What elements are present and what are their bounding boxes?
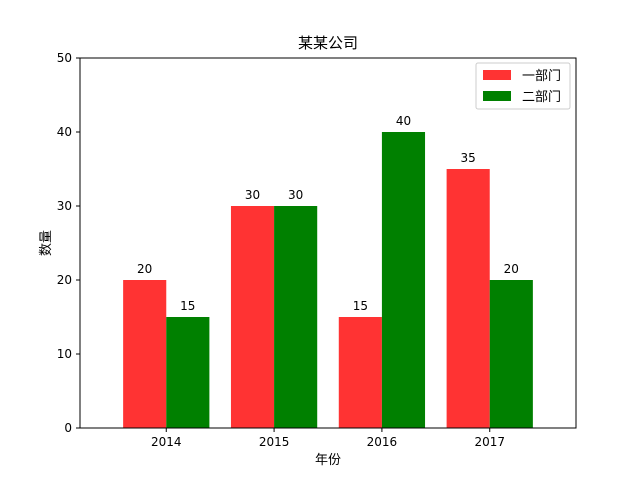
y-axis-label: 数量 bbox=[39, 230, 54, 256]
bar-1-2016 bbox=[338, 317, 382, 428]
legend-label-series-2: 二部门 bbox=[522, 90, 561, 105]
data-label-1-2016: 15 bbox=[353, 299, 368, 313]
y-tick-label: 20 bbox=[57, 273, 72, 287]
legend-label-series-1: 一部门 bbox=[522, 69, 561, 84]
y-tick-label: 0 bbox=[64, 421, 72, 435]
bar-1-2017 bbox=[446, 169, 490, 428]
data-label-2-2014: 15 bbox=[180, 299, 195, 313]
x-axis: 2014 2015 2016 2017 bbox=[151, 428, 505, 449]
x-tick-label: 2017 bbox=[474, 435, 505, 449]
legend-swatch-series-1 bbox=[483, 70, 511, 80]
x-axis-label: 年份 bbox=[315, 453, 341, 468]
y-axis: 0 10 20 30 40 50 bbox=[57, 51, 80, 435]
bar-2-2016 bbox=[381, 132, 426, 428]
bar-1-2015 bbox=[230, 206, 275, 428]
plot-area-frame bbox=[79, 57, 577, 429]
y-tick-label: 40 bbox=[57, 125, 72, 139]
y-tick-label: 50 bbox=[57, 51, 72, 65]
x-tick-label: 2016 bbox=[367, 435, 398, 449]
y-tick-label: 10 bbox=[57, 347, 72, 361]
legend: 一部门 二部门 bbox=[475, 62, 571, 110]
chart-title: 某某公司 bbox=[298, 34, 358, 52]
x-tick-label: 2014 bbox=[151, 435, 182, 449]
data-label-2-2017: 20 bbox=[504, 262, 519, 276]
data-label-2-2016: 40 bbox=[396, 114, 411, 128]
bars-group bbox=[123, 132, 533, 428]
data-label-2-2015: 30 bbox=[288, 188, 303, 202]
x-tick-label: 2015 bbox=[259, 435, 290, 449]
data-label-1-2014: 20 bbox=[137, 262, 152, 276]
bar-2-2017 bbox=[489, 280, 533, 428]
legend-swatch-series-2 bbox=[483, 91, 511, 101]
y-tick-label: 30 bbox=[57, 199, 72, 213]
bar-2-2015 bbox=[274, 206, 318, 428]
data-label-1-2017: 35 bbox=[461, 151, 476, 165]
bar-2-2014 bbox=[166, 317, 210, 428]
data-labels-group: 20 30 15 35 15 30 40 20 bbox=[137, 114, 519, 313]
data-label-1-2015: 30 bbox=[245, 188, 260, 202]
bar-1-2014 bbox=[123, 280, 167, 428]
